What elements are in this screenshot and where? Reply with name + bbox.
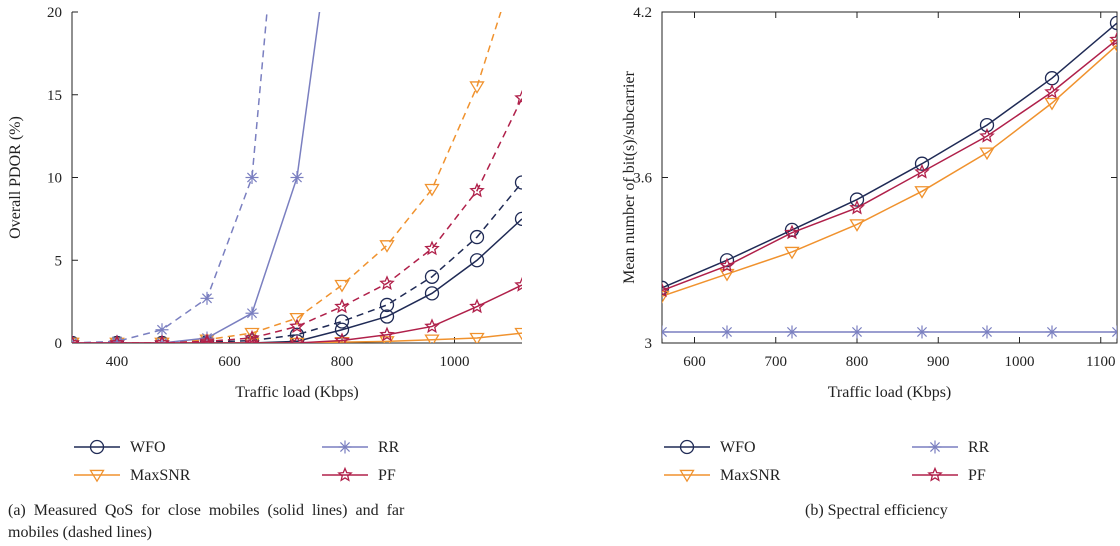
legend-label: PF (378, 467, 396, 484)
legend-label: MaxSNR (720, 467, 781, 484)
legend-entry-maxsnr: MaxSNR (74, 467, 191, 484)
series-rr (656, 325, 1120, 338)
data-point (916, 325, 929, 338)
series-line (662, 40, 1117, 291)
data-point (851, 325, 864, 338)
data-point (156, 323, 169, 336)
legend-entry-rr: RR (912, 439, 990, 456)
series-line (662, 23, 1117, 288)
plot-frame (662, 12, 1117, 343)
series-maxsnr-close (66, 329, 529, 350)
data-point (336, 281, 349, 292)
caption-b: (b) Spectral efficiency (805, 500, 1105, 522)
data-point (1046, 325, 1059, 338)
x-tick-label: 800 (331, 354, 354, 370)
legend: WFO RR MaxSNR PF (664, 439, 990, 484)
plot-area (656, 17, 1120, 339)
x-tick-label: 800 (846, 354, 869, 370)
x-tick-label: 1000 (440, 354, 470, 370)
chart-b: 600 700 800 900 1000 110033.64.2Traffic load … (621, 5, 1120, 484)
x-axis-label: Traffic load (Kbps) (235, 384, 359, 401)
series-line (72, 0, 297, 343)
y-tick-label: 3 (645, 336, 653, 352)
data-point (516, 212, 529, 225)
data-point (336, 315, 349, 328)
legend-entry-pf: PF (912, 467, 986, 484)
series-pf-far (66, 92, 528, 349)
x-tick-label: 1100 (1086, 354, 1115, 370)
data-point (1111, 17, 1120, 30)
y-tick-label: 15 (47, 88, 62, 104)
legend: WFO RR MaxSNR PF (74, 439, 400, 484)
x-tick-label: 700 (765, 354, 788, 370)
series-rr-far (66, 0, 304, 350)
data-point (291, 171, 304, 184)
x-tick-label: 600 (683, 354, 706, 370)
x-tick-label: 400 (106, 354, 129, 370)
series-line (72, 98, 522, 343)
legend-entry-wfo: WFO (74, 439, 166, 456)
caption-a-line-1: (a) Measured QoS for close mobiles (soli… (8, 500, 528, 522)
x-tick-label: 600 (218, 354, 241, 370)
data-point (471, 82, 484, 93)
data-point (516, 176, 529, 189)
legend-label: PF (968, 467, 986, 484)
series-wfo (656, 17, 1120, 295)
legend-label: WFO (130, 439, 166, 456)
y-tick-label: 4.2 (633, 5, 652, 21)
data-point (786, 325, 799, 338)
data-point (516, 92, 528, 104)
legend-label: MaxSNR (130, 467, 191, 484)
y-tick-label: 20 (47, 5, 62, 21)
legend-label: RR (378, 439, 400, 456)
data-point (246, 307, 259, 320)
legend-entry-maxsnr: MaxSNR (664, 467, 781, 484)
caption-a: (a) Measured QoS for close mobiles (soli… (8, 500, 528, 544)
data-point (721, 325, 734, 338)
series-line (72, 0, 342, 343)
triangle-marker-icon (681, 470, 694, 481)
plot-area (66, 0, 529, 350)
legend-entry-pf: PF (322, 467, 396, 484)
y-axis-label: Overall PDOR (%) (7, 116, 24, 239)
x-tick-label: 900 (927, 354, 950, 370)
y-tick-label: 10 (47, 171, 62, 187)
data-point (246, 171, 259, 184)
legend-entry-rr: RR (322, 439, 400, 456)
y-tick-label: 0 (55, 336, 63, 352)
data-point (516, 279, 528, 291)
y-axis-label: Mean number of bit(s)/subcarrier (621, 70, 638, 283)
legend-label: WFO (720, 439, 756, 456)
data-point (981, 325, 994, 338)
x-axis-label: Traffic load (Kbps) (828, 384, 952, 401)
data-point (201, 292, 214, 305)
y-tick-label: 5 (55, 253, 63, 269)
data-point (656, 325, 669, 338)
triangle-marker-icon (91, 470, 104, 481)
star-marker-icon (339, 441, 352, 454)
star-marker-icon (929, 441, 942, 454)
data-point (1111, 325, 1120, 338)
x-tick-label: 1000 (1005, 354, 1035, 370)
legend-entry-wfo: WFO (664, 439, 756, 456)
caption-a-line-2: mobiles (dashed lines) (8, 522, 528, 544)
chart-a: 400 600 800 1000 0 5 10 15 20 Traffic load (Kbps)… (7, 0, 529, 484)
legend-label: RR (968, 439, 990, 456)
